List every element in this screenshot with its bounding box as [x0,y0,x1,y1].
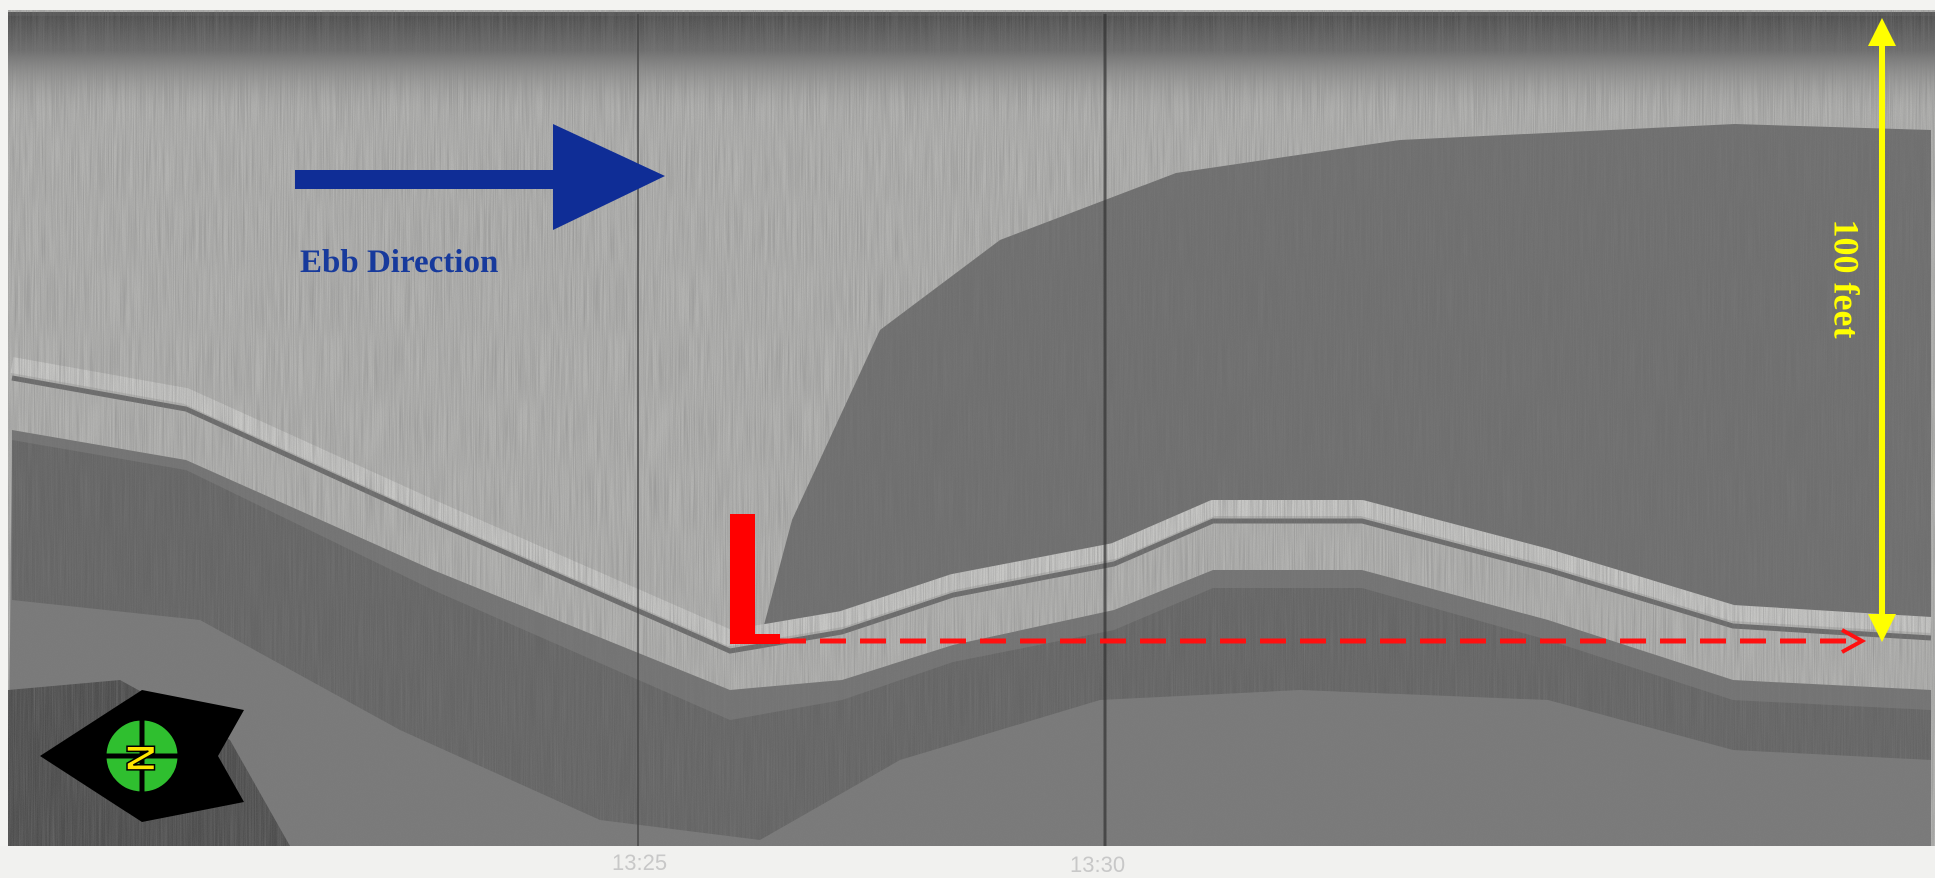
texture-grain [8,10,1935,846]
depth-label: 100 feet [1827,220,1867,339]
paper-strip [0,846,1935,878]
red-marker [730,514,755,644]
red-marker-foot [730,634,780,644]
ebb-label: Ebb Direction [300,244,498,280]
time-label: 13:30 [1070,852,1125,877]
sonar-image: 13:25 13:30 Ebb Direction 100 feet N [0,0,1935,878]
time-label: 13:25 [612,850,667,875]
compass-label: N [120,744,164,773]
ebb-arrow-shaft [295,170,557,189]
page: {"annotations": {"ebb_label": "Ebb Direc… [0,0,1935,878]
